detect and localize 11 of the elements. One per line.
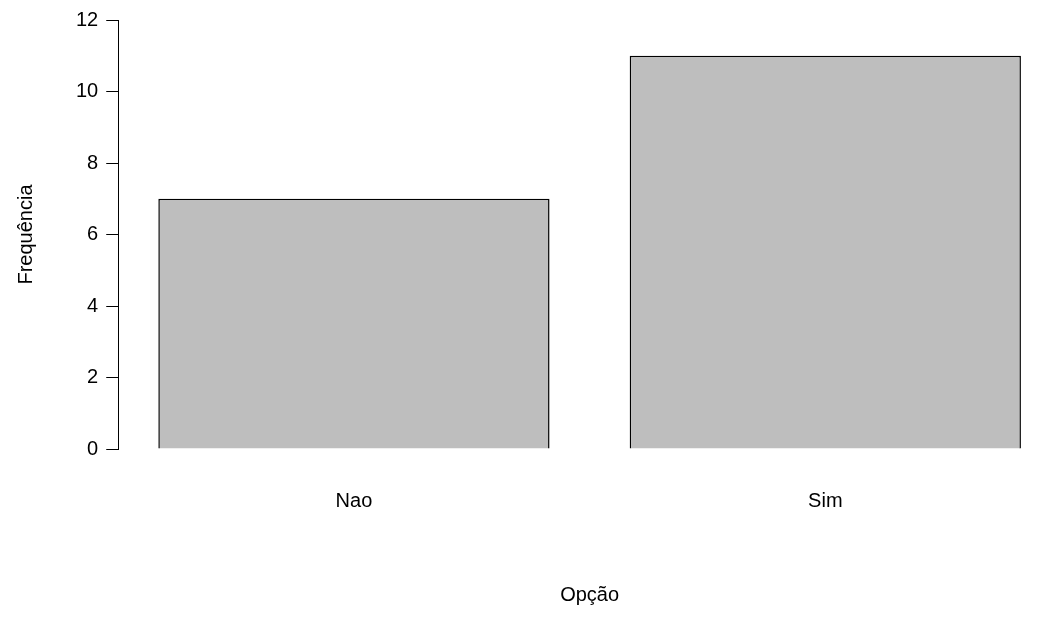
y-tick-label: 8 (87, 150, 99, 173)
y-tick-label: 10 (76, 79, 99, 102)
y-tick-label: 0 (87, 436, 99, 459)
x-tick-label: Nao (335, 488, 373, 511)
x-axis-title: Opção (560, 582, 620, 605)
y-tick-label: 2 (87, 365, 99, 388)
x-tick-label: Sim (808, 488, 843, 511)
y-tick-label: 12 (76, 7, 99, 30)
y-tick-label: 6 (87, 222, 99, 245)
y-tick-label: 4 (87, 293, 99, 316)
y-axis-title: Frequência (13, 183, 36, 285)
